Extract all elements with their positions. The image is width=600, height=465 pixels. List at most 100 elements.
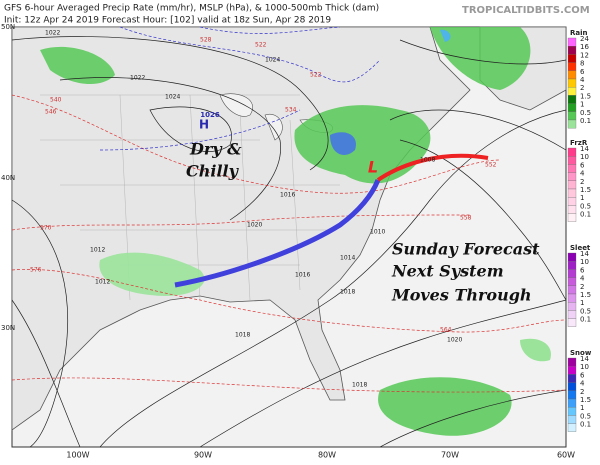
high-pressure: 1026	[200, 111, 220, 119]
high-symbol: H	[199, 118, 209, 132]
legend-level: 6	[580, 68, 585, 76]
legend-level: 2	[580, 178, 584, 186]
isobar-label: 1022	[45, 30, 60, 37]
legend-level: 16	[580, 43, 589, 51]
map-subtitle: Init: 12z Apr 24 2019 Forecast Hour: [10…	[4, 16, 331, 26]
lon-label: 90W	[194, 451, 212, 460]
legend-level: 0.5	[580, 307, 591, 315]
lon-label: 80W	[318, 451, 336, 460]
isobar-label: 1020	[447, 337, 462, 344]
legend-swatch	[567, 37, 577, 47]
lon-label: 60W	[557, 451, 575, 460]
thickness-label: 522	[310, 72, 322, 79]
legend-swatch	[567, 54, 577, 63]
legend-swatch	[567, 277, 577, 286]
annotation: Chilly	[186, 162, 240, 181]
thickness-label: 540	[50, 97, 62, 104]
legend-swatch	[567, 318, 577, 327]
lat-label: 50N	[1, 23, 15, 31]
legend-swatch	[567, 382, 577, 391]
legend-level: 0.1	[580, 421, 591, 429]
legend-title: Snow	[570, 349, 592, 357]
legend-level: 14	[580, 250, 589, 258]
legend-swatch	[567, 46, 577, 55]
legend-level: 2	[580, 388, 584, 396]
legend-swatch	[567, 269, 577, 278]
legend-level: 1.5	[580, 396, 591, 404]
legend-level: 6	[580, 371, 585, 379]
isobar-label: 1012	[95, 279, 110, 286]
isobar-label: 1018	[235, 332, 250, 339]
legend-level: 2	[580, 283, 584, 291]
legend-swatch	[567, 293, 577, 303]
legend-swatch	[567, 188, 577, 198]
isobar-label: 1012	[90, 247, 105, 254]
legend-title: Rain	[570, 29, 588, 37]
legend-swatch	[567, 111, 577, 121]
legend-swatch	[567, 407, 577, 416]
legend-level: 1	[580, 194, 584, 202]
legend-level: 1	[580, 101, 584, 109]
legend-swatch	[567, 180, 577, 190]
legend-level: 4	[580, 380, 585, 388]
legend-level: 0.1	[580, 117, 591, 125]
map-frame	[11, 26, 567, 448]
legend-level: 0.1	[580, 316, 591, 324]
isobar-label: 1020	[247, 222, 262, 229]
borders	[40, 94, 340, 301]
thickness-label: 534	[285, 107, 297, 114]
annotation: Dry &	[189, 140, 242, 159]
annotation: Moves Through	[391, 286, 532, 305]
legend-level: 0.5	[580, 109, 591, 117]
thickness-label: 552	[485, 162, 497, 169]
legend-swatch	[567, 78, 577, 88]
legend-level: 12	[580, 51, 589, 59]
lon-label: 100W	[66, 451, 89, 460]
lat-label: 40N	[1, 174, 15, 182]
legend-level: 4	[580, 170, 585, 178]
isobar-label: 1010	[370, 229, 385, 236]
isobar-label: 1022	[130, 75, 145, 82]
map-title: GFS 6-hour Averaged Precip Rate (mm/hr),…	[4, 4, 379, 14]
legend-level: 14	[580, 355, 589, 363]
legend-swatch	[567, 119, 577, 129]
legend-level: 0.5	[580, 202, 591, 210]
legend-swatch	[567, 147, 577, 157]
legend-title: Sleet	[570, 244, 591, 252]
legend-swatch	[567, 390, 577, 400]
thickness-lines-cold	[99, 26, 381, 151]
legend-level: 8	[580, 60, 584, 68]
thickness-label: 576	[30, 267, 42, 274]
low-symbol: L	[368, 158, 378, 177]
legend-level: 1.5	[580, 92, 591, 100]
legend-level: 1.5	[580, 291, 591, 299]
legend-level: 4	[580, 76, 585, 84]
isobar-label: 1008	[420, 157, 435, 164]
legend-level: 14	[580, 145, 589, 153]
lat-label: 30N	[1, 324, 15, 332]
annotation: Next System	[391, 262, 504, 281]
legend-swatch	[567, 164, 577, 173]
legend-swatch	[567, 374, 577, 383]
isobar-label: 1024	[165, 94, 180, 101]
legend-level: 6	[580, 161, 585, 169]
isobar-label: 1016	[295, 272, 310, 279]
legend-swatch	[567, 415, 577, 424]
warm-front	[376, 153, 489, 182]
isobars	[11, 36, 567, 448]
thickness-label: 528	[200, 37, 212, 44]
thickness-label: 522	[255, 42, 267, 49]
legend-swatch	[567, 172, 577, 181]
thickness-label: 570	[40, 225, 52, 232]
legend-level: 0.1	[580, 211, 591, 219]
legend-swatch	[567, 103, 577, 112]
legend-level: 24	[580, 35, 589, 43]
watermark: TROPICALTIDBITS.COM	[462, 5, 590, 16]
legend-level: 2	[580, 84, 584, 92]
legend-level: 6	[580, 266, 585, 274]
isobar-label: 1014	[340, 255, 355, 262]
isobar-label: 1018	[352, 382, 367, 389]
annotation: Sunday Forecast	[392, 240, 540, 259]
legend-swatch	[567, 302, 577, 311]
